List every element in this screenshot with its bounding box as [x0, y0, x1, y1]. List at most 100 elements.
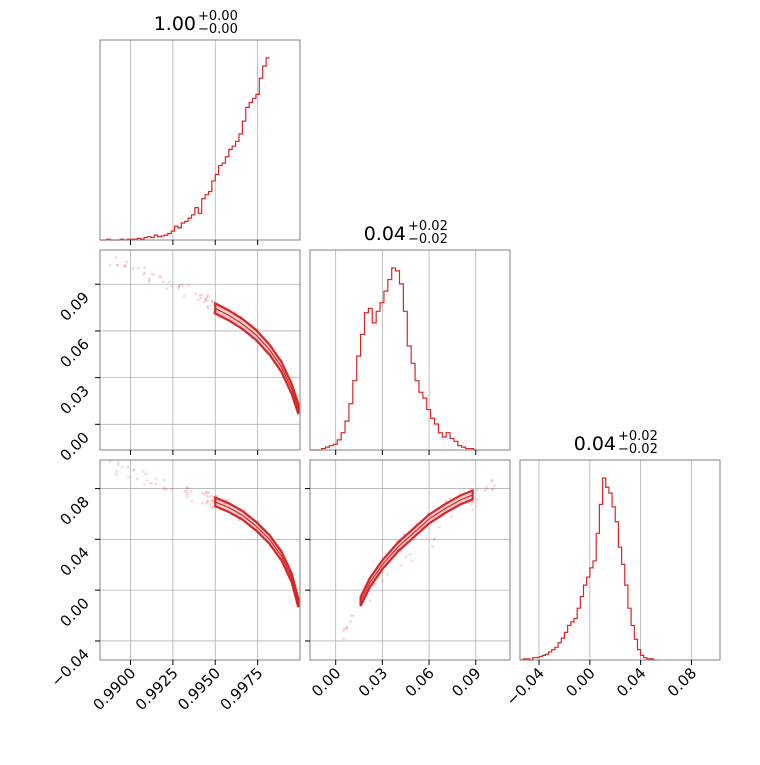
sample-point [108, 263, 112, 267]
panel-title-upper: +0.02 [618, 429, 658, 444]
sample-point [185, 486, 188, 489]
sample-point [147, 278, 151, 282]
sample-point [178, 283, 182, 287]
sample-point [204, 491, 208, 494]
sample-point [115, 469, 119, 473]
sample-point [210, 300, 214, 304]
sample-point [206, 293, 209, 297]
histogram-step-line [100, 57, 270, 241]
sample-point [345, 625, 349, 629]
sample-point [206, 495, 210, 499]
sample-point [126, 465, 130, 469]
x-tick-label: 0.04 [613, 664, 649, 700]
x-tick-label: −0.04 [503, 664, 548, 709]
sample-point [162, 478, 166, 482]
sample-point [206, 500, 209, 504]
sample-point [209, 304, 212, 308]
x-tick-label: 0.06 [402, 664, 438, 700]
sample-point [115, 473, 118, 476]
contour-inner-line [215, 501, 299, 604]
sample-point [158, 276, 162, 279]
sample-point [203, 298, 207, 302]
sample-point [385, 573, 389, 576]
sample-point [475, 499, 479, 502]
sample-point [143, 271, 146, 275]
sample-point [210, 299, 214, 303]
x-tick-label: 0.9900 [89, 664, 139, 714]
sample-point [170, 487, 174, 491]
sample-point [408, 552, 412, 556]
x-tick-label: 0.03 [355, 664, 391, 700]
sample-point [185, 494, 188, 497]
sample-point [142, 272, 145, 276]
y-tick-label: 0.08 [56, 493, 92, 529]
histogram-step-line [310, 267, 478, 451]
sample-point [438, 525, 441, 529]
sample-point [425, 536, 428, 540]
sample-point [162, 488, 166, 491]
sample-point [485, 486, 488, 489]
sample-point [471, 500, 475, 504]
y-tick-label: −0.04 [48, 645, 93, 690]
sample-point [183, 489, 186, 493]
sample-point [200, 501, 204, 505]
sample-point [206, 299, 209, 302]
sample-point [147, 280, 151, 283]
sample-point [368, 599, 372, 602]
sample-point [205, 296, 209, 300]
sample-point [469, 487, 473, 491]
sample-point [161, 280, 165, 284]
sample-point [148, 482, 152, 485]
sample-point [182, 294, 186, 298]
sample-point [476, 488, 479, 491]
sample-point [204, 502, 208, 505]
panel-title-value: 1.00 [154, 13, 196, 35]
sample-point [165, 287, 169, 290]
y-tick-label: 0.04 [56, 543, 92, 579]
sample-point [185, 490, 189, 494]
sample-point [123, 264, 127, 267]
sample-point [116, 263, 120, 267]
sample-point [206, 499, 209, 503]
sample-point [177, 287, 180, 290]
sample-point [190, 499, 194, 503]
sample-point [163, 486, 166, 489]
panel-title-lower: −0.00 [198, 22, 238, 37]
panel-frame [99, 459, 301, 661]
sample-point [198, 294, 202, 297]
sample-point [120, 465, 124, 469]
density-contour [214, 495, 300, 608]
sample-point [135, 477, 139, 481]
sample-point [170, 284, 173, 288]
sample-point [187, 492, 190, 496]
sample-point [116, 461, 120, 464]
sample-point [186, 283, 190, 287]
sample-point [224, 498, 228, 501]
sample-point [431, 545, 434, 548]
sample-point [186, 496, 189, 499]
x-tick-label: 0.00 [562, 664, 598, 700]
sample-point [143, 266, 147, 269]
sample-point [197, 298, 200, 301]
sample-point [108, 460, 112, 463]
sample-point [490, 488, 494, 491]
sample-point [205, 491, 209, 494]
x-tick-label: 0.9950 [174, 664, 224, 714]
panel-title-upper: +0.00 [198, 9, 238, 24]
sample-point [116, 463, 120, 467]
sample-point [165, 488, 168, 491]
sample-point [147, 277, 151, 280]
sample-point [189, 489, 193, 493]
sample-point [132, 469, 136, 472]
sample-point [380, 579, 384, 582]
sample-point [210, 505, 214, 509]
panel-frame [309, 459, 511, 661]
sample-point [450, 515, 454, 518]
y-tick-label: 0.09 [56, 288, 92, 324]
sample-point [131, 267, 135, 270]
scatter-panel-1-2: 0.00 0.03 0.06 0.09 [56, 249, 301, 465]
sample-point [206, 295, 210, 298]
histogram-panel-1: 1.00 +0.00−0.00 [99, 9, 301, 245]
sample-point [125, 260, 129, 264]
